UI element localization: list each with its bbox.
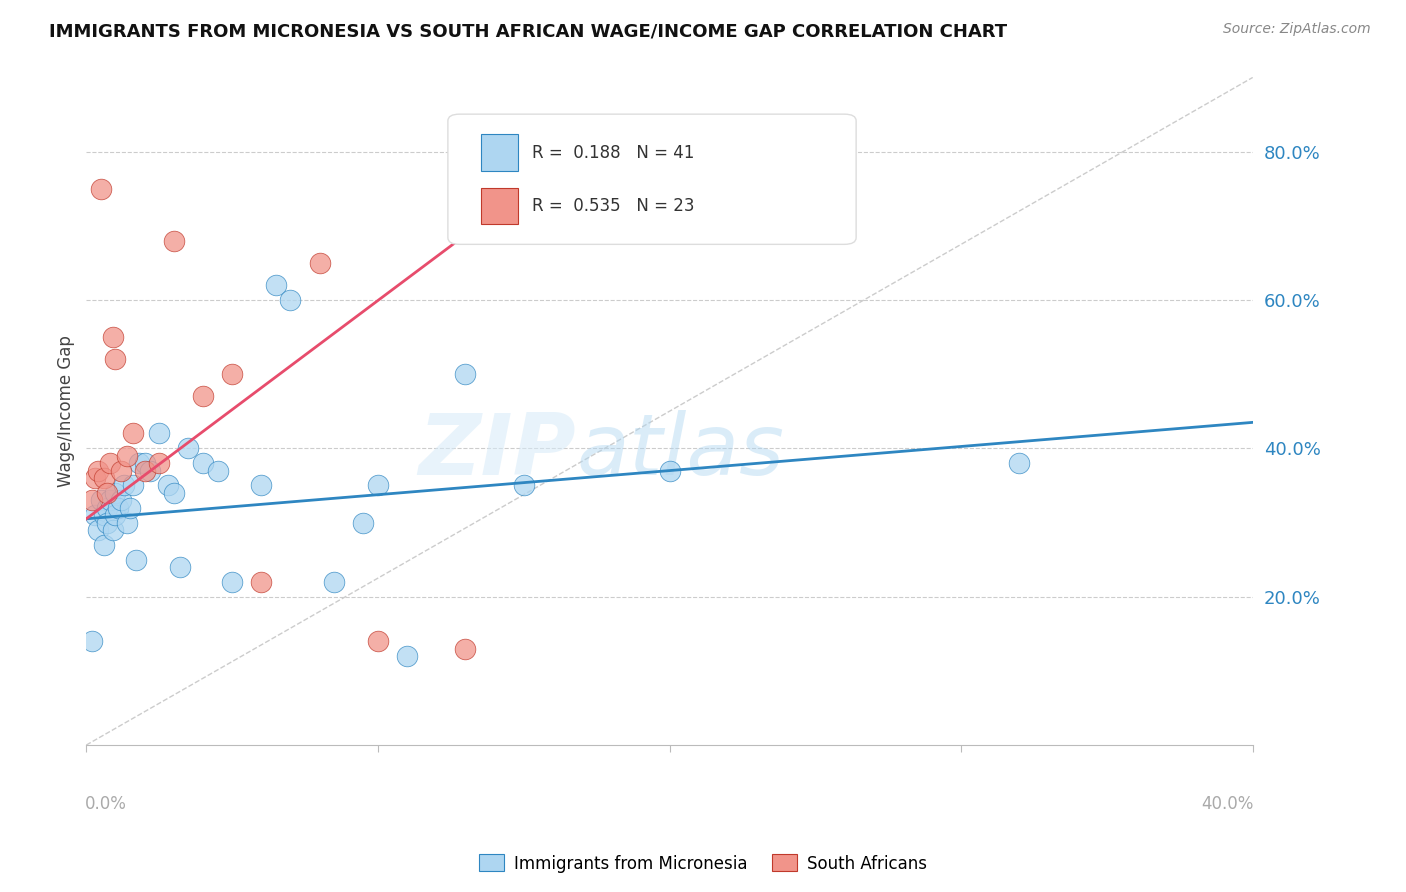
Text: atlas: atlas bbox=[576, 409, 785, 492]
Point bbox=[128, 456, 150, 470]
Point bbox=[308, 256, 330, 270]
Point bbox=[134, 464, 156, 478]
Point bbox=[93, 471, 115, 485]
Point bbox=[84, 508, 107, 522]
Point bbox=[177, 442, 200, 456]
Point bbox=[104, 486, 127, 500]
Point bbox=[96, 516, 118, 530]
Point bbox=[367, 634, 389, 648]
Text: Source: ZipAtlas.com: Source: ZipAtlas.com bbox=[1223, 22, 1371, 37]
Point bbox=[163, 486, 186, 500]
Point bbox=[250, 478, 273, 492]
Point bbox=[191, 389, 214, 403]
Point bbox=[122, 478, 145, 492]
Point bbox=[221, 574, 243, 589]
Point bbox=[134, 456, 156, 470]
Point bbox=[250, 574, 273, 589]
Point bbox=[98, 456, 121, 470]
Point bbox=[1008, 456, 1031, 470]
Point bbox=[454, 641, 477, 656]
Point bbox=[101, 330, 124, 344]
Text: R =  0.188   N = 41: R = 0.188 N = 41 bbox=[531, 144, 695, 161]
Point bbox=[352, 516, 374, 530]
FancyBboxPatch shape bbox=[481, 134, 517, 171]
Point bbox=[207, 464, 229, 478]
Point bbox=[571, 211, 593, 226]
Point bbox=[112, 478, 135, 492]
Point bbox=[87, 464, 110, 478]
Point bbox=[110, 464, 132, 478]
Point bbox=[221, 367, 243, 381]
Point bbox=[512, 219, 534, 233]
Point bbox=[96, 500, 118, 515]
Point bbox=[148, 426, 170, 441]
Point bbox=[118, 500, 141, 515]
Text: 0.0%: 0.0% bbox=[86, 795, 127, 814]
Y-axis label: Wage/Income Gap: Wage/Income Gap bbox=[58, 335, 75, 487]
Point bbox=[169, 560, 191, 574]
Point bbox=[93, 508, 115, 522]
Point bbox=[658, 464, 681, 478]
Point bbox=[148, 456, 170, 470]
Point bbox=[115, 449, 138, 463]
Point bbox=[139, 464, 162, 478]
Text: ZIP: ZIP bbox=[419, 409, 576, 492]
Point bbox=[396, 648, 419, 663]
Point bbox=[107, 500, 129, 515]
Point bbox=[84, 471, 107, 485]
FancyBboxPatch shape bbox=[449, 114, 856, 244]
Point bbox=[104, 352, 127, 367]
Point bbox=[163, 234, 186, 248]
Text: R =  0.535   N = 23: R = 0.535 N = 23 bbox=[531, 197, 695, 215]
Point bbox=[125, 552, 148, 566]
Point bbox=[156, 478, 179, 492]
FancyBboxPatch shape bbox=[481, 187, 517, 224]
Point bbox=[512, 478, 534, 492]
Point bbox=[96, 486, 118, 500]
Point bbox=[191, 456, 214, 470]
Point bbox=[82, 634, 104, 648]
Point bbox=[90, 493, 112, 508]
Point bbox=[98, 493, 121, 508]
Text: 40.0%: 40.0% bbox=[1202, 795, 1254, 814]
Point bbox=[280, 293, 302, 307]
Point bbox=[323, 574, 346, 589]
Point bbox=[367, 478, 389, 492]
Point bbox=[122, 426, 145, 441]
Point bbox=[82, 493, 104, 508]
Point bbox=[110, 493, 132, 508]
Point bbox=[115, 516, 138, 530]
Point bbox=[454, 367, 477, 381]
Point bbox=[93, 538, 115, 552]
Point bbox=[90, 182, 112, 196]
Text: IMMIGRANTS FROM MICRONESIA VS SOUTH AFRICAN WAGE/INCOME GAP CORRELATION CHART: IMMIGRANTS FROM MICRONESIA VS SOUTH AFRI… bbox=[49, 22, 1007, 40]
Point bbox=[101, 523, 124, 537]
Point bbox=[264, 278, 287, 293]
Point bbox=[104, 508, 127, 522]
Point bbox=[87, 523, 110, 537]
Legend: Immigrants from Micronesia, South Africans: Immigrants from Micronesia, South Africa… bbox=[472, 847, 934, 880]
